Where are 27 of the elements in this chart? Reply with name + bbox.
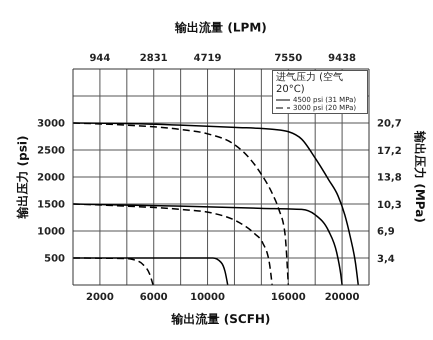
y-tick-label: 2000	[37, 172, 66, 184]
x-tick-label: 6000	[140, 292, 168, 304]
y2-tick-label: 17,2	[377, 146, 402, 157]
x-tick-label: 10000	[190, 292, 225, 304]
x2-tick-label: 4719	[194, 53, 222, 64]
x-axis-title: 输出流量 (SCFH)	[170, 312, 270, 326]
x2-tick-label: 9438	[328, 53, 356, 64]
x2-tick-label: 944	[89, 53, 110, 64]
x2-tick-label: 7550	[274, 53, 302, 64]
y2-tick-label: 13,8	[377, 172, 402, 184]
y-tick-label: 3000	[37, 118, 66, 130]
y-axis-title: 输出压力 (psi)	[15, 136, 30, 220]
x-tick-label: 2000	[86, 292, 114, 304]
y-tick-label: 2500	[37, 146, 66, 157]
y2-tick-label: 10,3	[377, 200, 402, 211]
y2-axis-title: 输出压力 (MPa)	[412, 130, 427, 223]
x2-axis-title: 输出流量 (LPM)	[174, 20, 267, 35]
y2-tick-label: 6,9	[377, 226, 395, 238]
y2-tick-label: 3,4	[377, 254, 395, 265]
y-tick-label: 1500	[37, 200, 66, 211]
x-tick-label: 20000	[324, 292, 360, 304]
x2-tick-label: 2831	[140, 53, 168, 64]
y-tick-label: 1000	[37, 226, 66, 238]
x-tick-label: 16000	[270, 292, 306, 304]
legend-title: 进气压力 (空气 20°C)	[276, 72, 344, 96]
y-tick-label: 500	[44, 254, 66, 265]
y2-tick-label: 20,7	[377, 118, 402, 130]
